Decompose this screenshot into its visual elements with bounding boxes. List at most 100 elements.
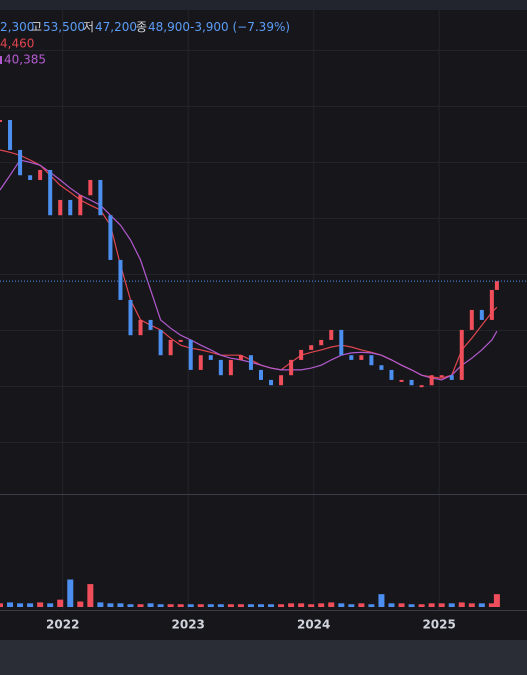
candle	[479, 309, 484, 320]
x-tick-label: 2022	[46, 618, 79, 632]
volume-bar	[177, 604, 184, 607]
candle	[218, 359, 223, 376]
volume-bar	[398, 603, 405, 607]
candle	[118, 259, 123, 300]
candle	[419, 385, 424, 388]
candle	[439, 375, 444, 378]
candle	[208, 355, 213, 360]
volume-bar	[388, 603, 395, 607]
volume-bar	[288, 603, 295, 607]
volume-bar	[408, 604, 415, 607]
plot	[0, 119, 527, 607]
volume-bar	[328, 602, 335, 607]
volume-bar	[117, 603, 124, 607]
candle	[168, 339, 173, 356]
candle	[228, 359, 233, 376]
volume-bar	[87, 584, 94, 607]
candle	[58, 199, 63, 216]
volume-bar	[268, 604, 275, 607]
volume-bar	[468, 603, 475, 607]
candle	[289, 359, 294, 376]
close-value: 48,900	[148, 20, 190, 34]
candle	[8, 119, 13, 150]
candle	[38, 169, 43, 180]
candle	[359, 355, 364, 360]
candle	[0, 119, 2, 122]
candle	[309, 345, 314, 350]
candle	[299, 349, 304, 360]
low-key: 저	[83, 20, 94, 34]
volume-bar	[47, 603, 54, 607]
candle	[188, 339, 193, 370]
candle	[68, 199, 73, 216]
volume-bar	[217, 604, 224, 607]
ohlc-legend: 2,300 고 53,500 저 47,200 종 48,900 -3,900 …	[0, 20, 290, 34]
candle	[248, 355, 253, 370]
candle	[429, 375, 434, 386]
candle	[399, 379, 404, 382]
volume-bar	[127, 604, 134, 607]
x-tick-label: 2025	[422, 618, 455, 632]
volume-bar	[418, 604, 425, 607]
volume-bar	[348, 604, 355, 607]
volume-bar	[458, 602, 465, 607]
candle	[494, 281, 499, 290]
volume-bar	[157, 604, 164, 607]
high-key: 고	[31, 20, 42, 34]
volume-bar	[77, 601, 84, 607]
volume-bar	[448, 603, 455, 607]
high-value: 53,500	[43, 20, 85, 34]
volume-bar	[247, 604, 254, 607]
volume-bar	[438, 603, 445, 607]
candle	[98, 179, 103, 216]
volume-bar	[197, 604, 204, 607]
volume-bar	[167, 604, 174, 607]
volume-bar	[27, 603, 34, 607]
volume-bar	[97, 602, 104, 607]
close-key: 종	[136, 20, 147, 34]
candle	[198, 355, 203, 370]
candle	[138, 319, 143, 336]
volume-bar	[493, 594, 500, 607]
candle	[78, 195, 83, 216]
candle	[409, 379, 414, 386]
volume-bar	[338, 603, 345, 607]
volume-bar	[478, 603, 485, 607]
volume-bar	[227, 604, 234, 607]
volume-bar	[57, 599, 64, 607]
candle	[178, 339, 183, 342]
volume-bar	[37, 602, 44, 607]
change-value: -3,900 (−7.39%)	[190, 20, 290, 34]
candle	[28, 175, 33, 180]
volume-bar	[257, 604, 264, 607]
candle	[319, 339, 324, 346]
volume-bar	[278, 604, 285, 607]
x-tick-label: 2023	[172, 618, 205, 632]
candle	[88, 179, 93, 196]
volume-bar	[147, 603, 154, 607]
candle	[339, 329, 344, 356]
volume-bar	[368, 604, 375, 607]
volume-bar	[488, 603, 495, 607]
grid	[0, 10, 527, 610]
volume-bar	[378, 594, 385, 607]
volume-bar	[67, 579, 74, 607]
candle	[18, 149, 23, 176]
candle	[48, 169, 53, 216]
volume-bar	[318, 603, 325, 607]
candle	[369, 355, 374, 366]
candle	[128, 299, 133, 336]
candle	[449, 375, 454, 380]
candle	[389, 369, 394, 380]
volume-bar	[237, 604, 244, 607]
candle	[329, 329, 334, 340]
ma-long-marker	[0, 56, 2, 64]
candle	[489, 289, 494, 320]
candle	[108, 215, 113, 260]
candle	[349, 355, 354, 360]
candle	[258, 369, 263, 380]
candle	[238, 355, 243, 360]
candle	[148, 319, 153, 330]
